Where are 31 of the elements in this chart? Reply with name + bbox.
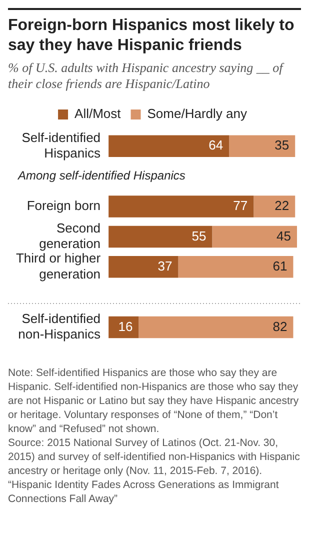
bar xyxy=(254,196,296,218)
y-tick-label: Self-identified non-Hispanics xyxy=(18,311,102,342)
annotation: Among self-identified Hispanics xyxy=(17,168,186,183)
data-label: 82 xyxy=(272,318,288,334)
chart-subtitle: % of U.S. adults with Hispanic ancestry saying __ of their close friends are Hispanic/Latino xyxy=(8,60,286,92)
legend-label: All/Most xyxy=(74,106,122,122)
data-label: 35 xyxy=(274,138,290,153)
bar xyxy=(229,135,296,157)
source-note: Source: 2015 National Survey of Latinos (Oct. 21-Nov. 30, 2015) and survey of self-identified non-Hispanics with Hispanic ancestry or heritage only (Nov. 11, 2015-Feb. 7, 2016). “Hispanic Identity Fades Across Generations as Immigrant Connections Fall Away” xyxy=(8,436,301,506)
y-tick-label: Self-identified Hispanics xyxy=(22,130,102,160)
bar xyxy=(138,316,294,338)
data-label: 37 xyxy=(158,258,172,274)
bar xyxy=(108,196,254,218)
bar xyxy=(108,256,178,278)
y-tick-label: Foreign born xyxy=(26,198,101,214)
bar xyxy=(108,226,212,248)
y-tick-label: Second generation xyxy=(39,220,101,252)
bar xyxy=(212,226,297,248)
text: Note: Self-identified Hispanics are those who say they are Hispanic. Self-identified non-Hispanics are those who say they are not Hispanic or Latino but say they have Hispanic ancestry or heritage. Voluntary responses of “None of them,” “Don’t know” and “Refused” not shown. xyxy=(8,366,300,436)
bar xyxy=(178,256,294,278)
data-label: 22 xyxy=(274,198,290,214)
data-label: 45 xyxy=(276,228,291,244)
data-label: 64 xyxy=(208,138,224,153)
bar xyxy=(108,135,230,157)
legend-label: Some/Hardly any xyxy=(147,106,248,122)
chart-title: Foreign-born Hispanics most likely to say they have Hispanic friends xyxy=(8,16,296,56)
data-label: 55 xyxy=(192,228,206,244)
data-label: 61 xyxy=(272,258,288,274)
y-tick-label: Third or higher generation xyxy=(16,250,102,282)
data-label: 16 xyxy=(118,318,133,334)
data-label: 77 xyxy=(233,198,248,214)
